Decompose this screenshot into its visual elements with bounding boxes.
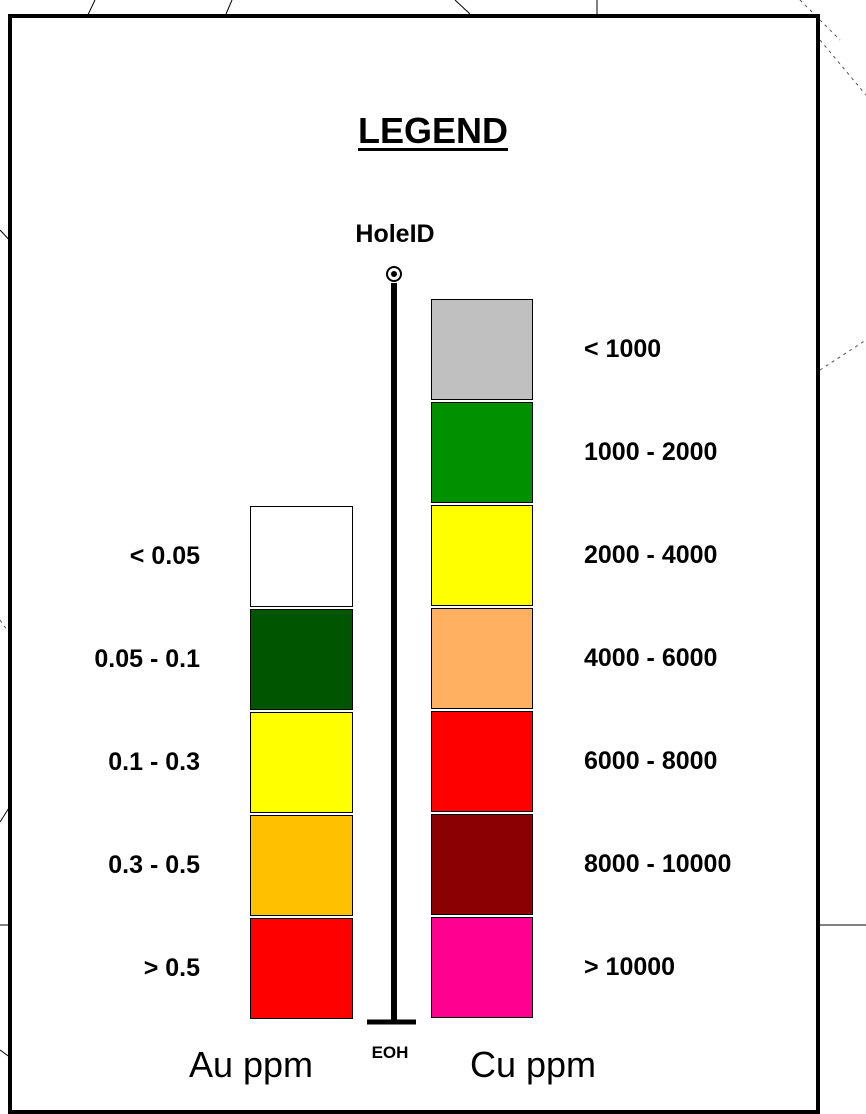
au-label-2: 0.1 - 0.3 bbox=[108, 747, 200, 776]
au-swatch-2 bbox=[250, 712, 353, 813]
legend-panel bbox=[8, 14, 820, 1114]
au-axis-label: Au ppm bbox=[188, 1044, 314, 1085]
cu-axis-label: Cu ppm bbox=[469, 1044, 597, 1085]
cu-swatch-2 bbox=[431, 505, 533, 606]
cu-swatch-1 bbox=[431, 402, 533, 503]
cu-swatch-6 bbox=[431, 917, 533, 1018]
au-label-0: < 0.05 bbox=[129, 541, 200, 570]
au-swatch-3 bbox=[250, 815, 353, 916]
au-label-4: > 0.5 bbox=[143, 953, 200, 982]
legend-title: LEGEND bbox=[357, 110, 508, 151]
au-swatch-1 bbox=[250, 609, 353, 710]
au-label-3: 0.3 - 0.5 bbox=[108, 850, 200, 879]
cu-label-6: > 10000 bbox=[584, 952, 676, 981]
cu-label-1: 1000 - 2000 bbox=[584, 437, 718, 466]
cu-swatch-0 bbox=[431, 299, 533, 400]
au-label-1: 0.05 - 0.1 bbox=[94, 644, 200, 673]
cu-swatch-5 bbox=[431, 814, 533, 915]
eoh-label: EOH bbox=[371, 1043, 409, 1062]
cu-label-5: 8000 - 10000 bbox=[584, 849, 732, 878]
au-swatch-0 bbox=[250, 506, 353, 607]
cu-label-4: 6000 - 8000 bbox=[584, 746, 718, 775]
au-swatch-4 bbox=[250, 918, 353, 1019]
cu-label-2: 2000 - 4000 bbox=[584, 540, 718, 569]
cu-swatch-3 bbox=[431, 608, 533, 709]
cu-swatch-4 bbox=[431, 711, 533, 812]
hole-id-label: HoleID bbox=[355, 220, 435, 248]
cu-label-3: 4000 - 6000 bbox=[584, 643, 718, 672]
cu-label-0: < 1000 bbox=[584, 334, 662, 363]
